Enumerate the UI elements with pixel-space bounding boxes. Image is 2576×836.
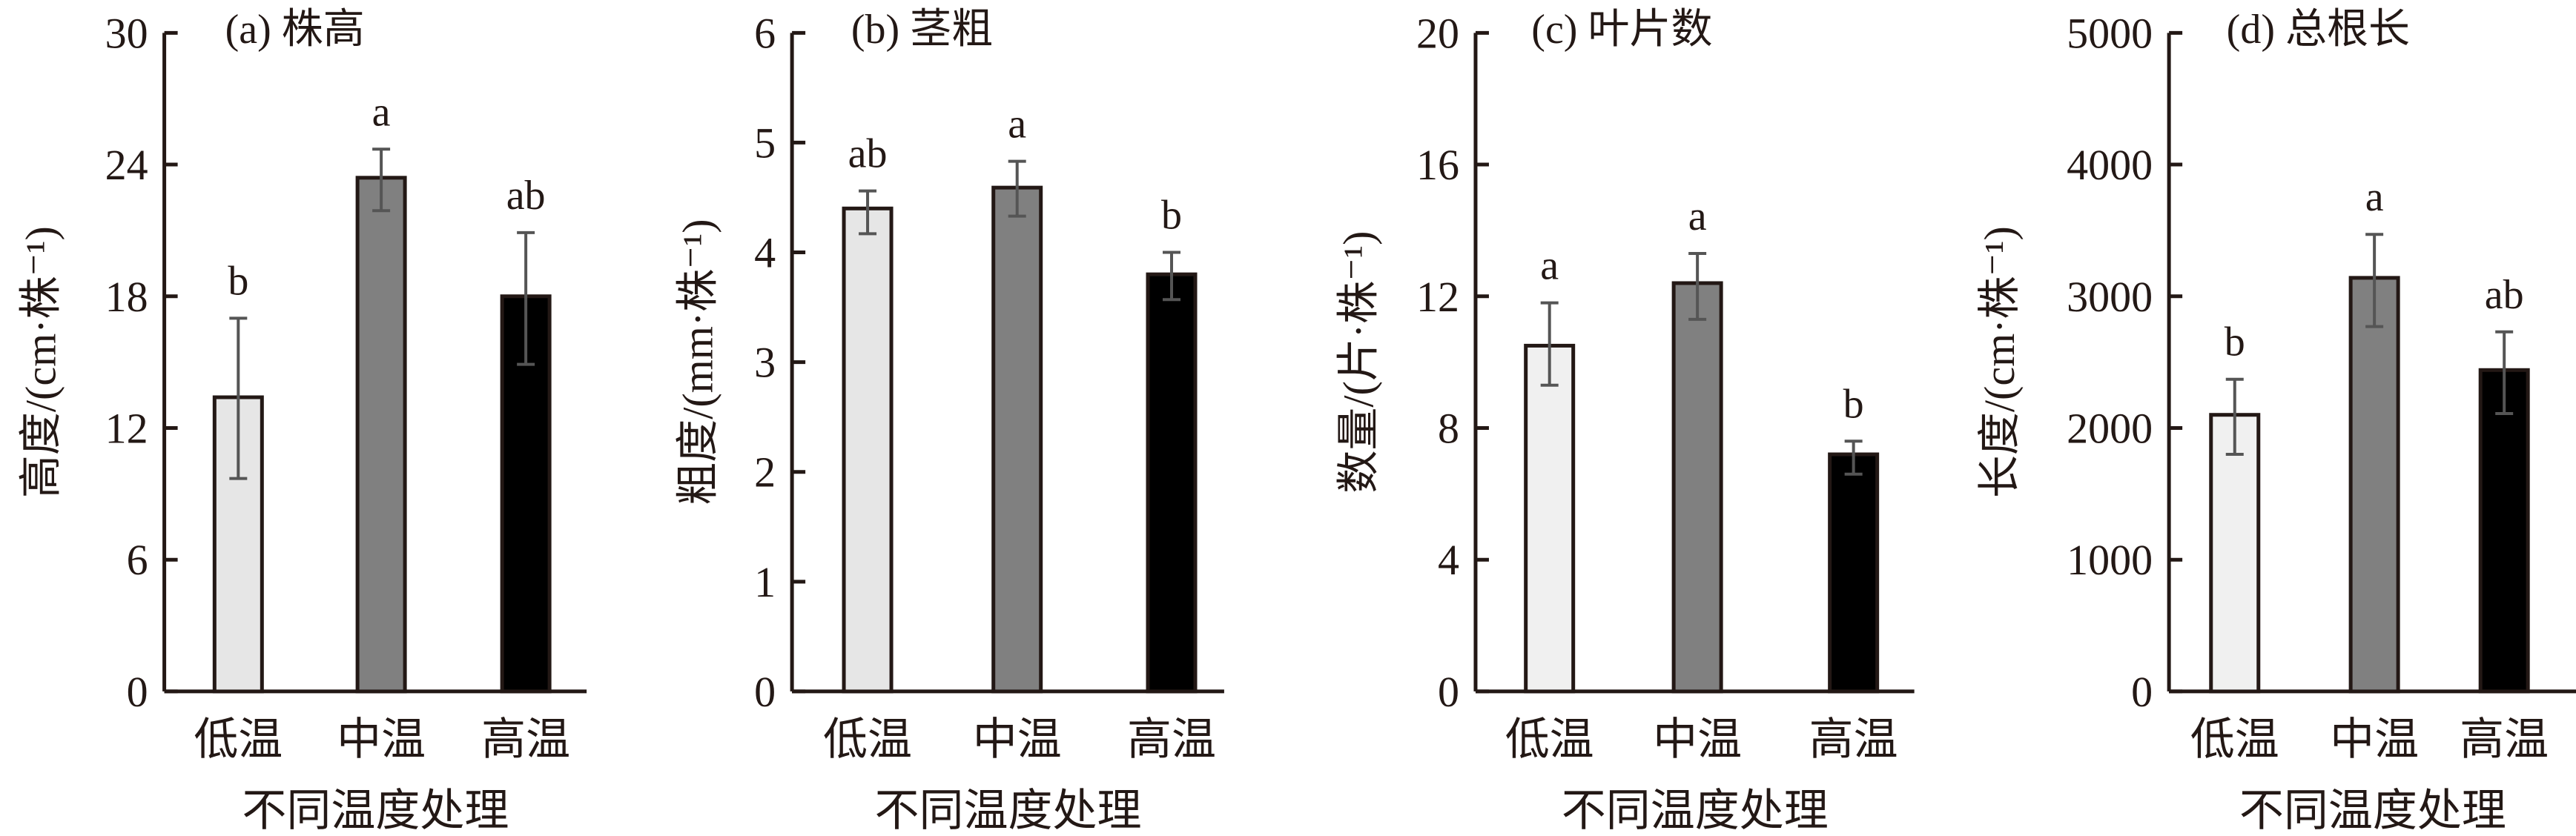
y-tick-label: 30	[105, 9, 148, 57]
y-tick-label: 4000	[2067, 141, 2153, 189]
y-tick-label: 24	[105, 141, 148, 189]
y-tick-label: 2000	[2067, 404, 2153, 452]
y-tick-label: 20	[1416, 9, 1459, 57]
x-tick-label: 中温	[337, 715, 426, 764]
y-axis-label: 粗度/(mm·株⁻¹)	[674, 219, 722, 505]
y-tick-label: 0	[1438, 668, 1459, 716]
y-tick-label: 6	[754, 9, 776, 57]
panel-title: (a) 株高	[225, 7, 365, 53]
panel-title: (b) 茎粗	[851, 7, 993, 53]
bar-高温	[1828, 452, 1880, 694]
y-tick-label: 6	[127, 536, 148, 584]
x-tick-label: 中温	[2330, 715, 2419, 764]
y-tick-label: 5	[754, 119, 776, 167]
x-tick-label: 低温	[194, 715, 283, 764]
x-axis-label: 不同温度处理	[1562, 786, 1829, 835]
bar-高温	[2478, 368, 2530, 694]
y-tick-label: 12	[1416, 273, 1459, 321]
x-axis-label: 不同温度处理	[242, 786, 509, 835]
y-axis-label: 高度/(cm·株⁻¹)	[16, 226, 65, 498]
y-tick-label: 12	[105, 404, 148, 452]
bar-低温	[2209, 413, 2261, 694]
x-axis-label: 不同温度处理	[875, 786, 1142, 835]
y-tick-label: 1	[754, 558, 776, 606]
y-tick-label: 16	[1416, 141, 1459, 189]
significance-letter: a	[372, 89, 391, 135]
y-tick-label: 8	[1438, 404, 1459, 452]
significance-letter: a	[2365, 174, 2384, 220]
bar-中温	[355, 176, 407, 694]
x-tick-label: 高温	[1127, 715, 1216, 764]
y-tick-label: 4	[1438, 536, 1459, 584]
y-tick-label: 18	[105, 273, 148, 321]
x-tick-label: 低温	[1505, 715, 1594, 764]
bar-中温	[1671, 281, 1723, 694]
y-axis-label: 数量/(片·株⁻¹)	[1335, 231, 1383, 494]
bar-低温	[842, 206, 894, 694]
significance-letter: b	[228, 258, 248, 304]
y-tick-label: 0	[127, 668, 148, 716]
significance-letter: b	[1161, 193, 1182, 239]
x-tick-label: 低温	[823, 715, 912, 764]
significance-letter: a	[1540, 243, 1559, 289]
y-tick-label: 0	[2131, 668, 2153, 716]
panel-title: (d) 总根长	[2227, 7, 2410, 53]
y-tick-label: 4	[754, 229, 776, 277]
y-tick-label: 1000	[2067, 536, 2153, 584]
panel-title: (c) 叶片数	[1531, 7, 1712, 53]
x-tick-label: 中温	[1653, 715, 1742, 764]
bar-高温	[1146, 272, 1198, 694]
y-tick-label: 2	[754, 448, 776, 497]
bar-中温	[991, 185, 1043, 694]
bar-中温	[2348, 276, 2400, 694]
y-tick-label: 3000	[2067, 273, 2153, 321]
significance-letter: ab	[2485, 272, 2524, 318]
significance-letter: ab	[506, 173, 546, 219]
significance-letter: a	[1008, 102, 1026, 147]
significance-letter: b	[1843, 381, 1864, 427]
y-tick-label: 5000	[2067, 9, 2153, 57]
significance-letter: ab	[848, 131, 888, 177]
x-tick-label: 高温	[2460, 715, 2549, 764]
x-axis-label: 不同温度处理	[2239, 786, 2506, 835]
significance-letter: b	[2225, 319, 2245, 365]
x-tick-label: 高温	[1809, 715, 1898, 764]
x-tick-label: 低温	[2190, 715, 2279, 764]
y-axis-label: 长度/(cm·株⁻¹)	[1975, 226, 2024, 498]
significance-letter: a	[1688, 193, 1707, 239]
x-tick-label: 中温	[973, 715, 1062, 764]
y-tick-label: 3	[754, 339, 776, 387]
x-tick-label: 高温	[481, 715, 570, 764]
bar-低温	[1524, 343, 1576, 694]
y-tick-label: 0	[754, 668, 776, 716]
